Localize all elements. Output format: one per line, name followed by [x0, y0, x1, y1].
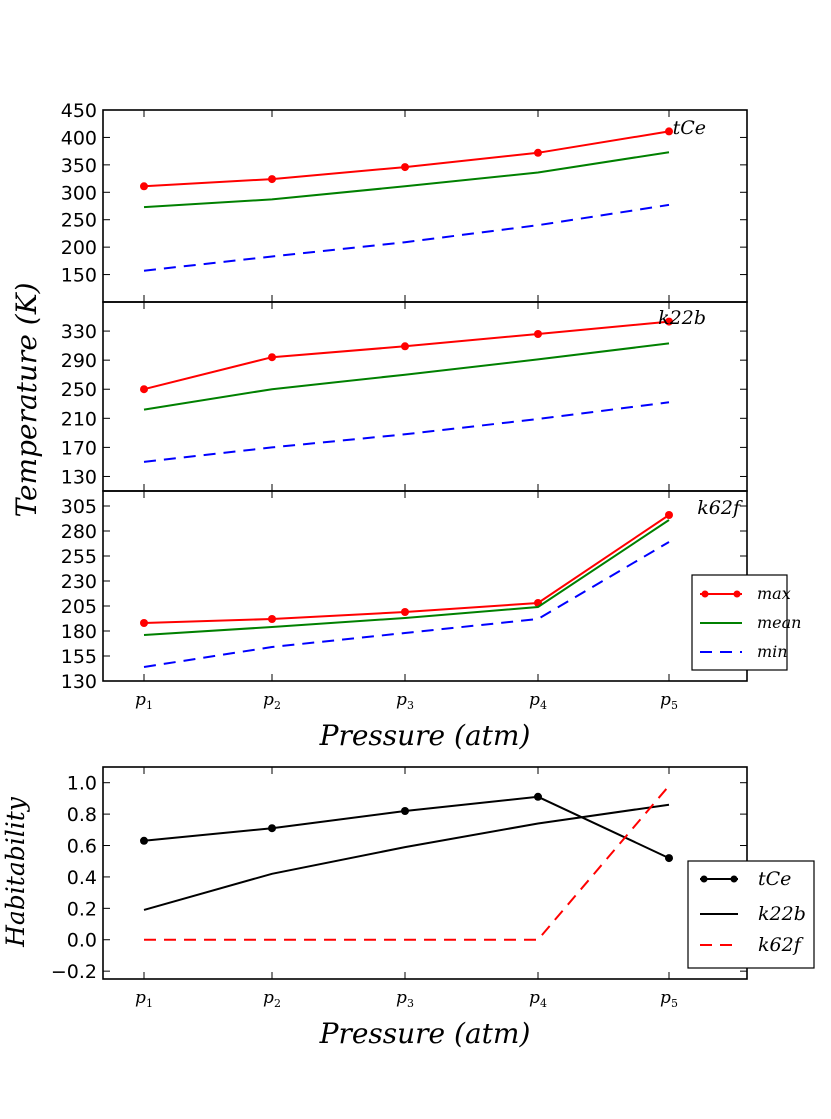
legend-min-label: min: [757, 642, 788, 661]
panel-tag-k62f: k62f: [697, 497, 743, 519]
data-point-max: [268, 353, 276, 362]
y-tick-label: 0.0: [67, 930, 97, 952]
panel-habitability: −0.2 0.0 0.2 0.4 0.6 0.8 1.0 p1 p2 p3 p4 p5: [51, 766, 748, 1010]
data-point-max: [140, 619, 148, 627]
series-line-min: [143, 541, 670, 668]
data-point-tCe: [534, 792, 542, 801]
data-point-max: [268, 175, 276, 184]
x-tick-label: p2: [263, 988, 281, 1010]
legend-mean-label: mean: [757, 613, 801, 632]
panel-tag-tce: tCe: [673, 117, 706, 139]
y-tick-label: 230: [61, 571, 97, 593]
series-line-max: [143, 130, 670, 188]
y-tick-label: 290: [61, 350, 97, 372]
data-point-tCe: [665, 854, 673, 863]
data-point-max: [401, 163, 409, 172]
series-line-tCe: [143, 795, 670, 860]
x-tick-label: p5: [660, 988, 678, 1010]
habitability-legend: tCe k22b k62f: [687, 860, 815, 969]
y-tick-label: 1.0: [67, 773, 97, 795]
y-tick-label: 350: [61, 155, 97, 177]
x-tick-label: p3: [396, 988, 414, 1010]
panel-tCe: 150 200 250 300 350 400 450: [61, 100, 748, 303]
data-point-max: [665, 317, 673, 326]
series-line-k62f: [144, 785, 670, 941]
y-tick-label: 0.4: [67, 867, 97, 889]
y-tick-label: 280: [61, 521, 97, 543]
y-tick-label: 330: [61, 321, 97, 343]
y-tick-label: 250: [61, 210, 97, 232]
legend-tce-label: tCe: [758, 868, 791, 890]
y-tick-label: 170: [61, 437, 97, 459]
chart-panels: 1502002503003504004501301702102502903301…: [51, 100, 748, 1010]
series-line-k22b: [143, 803, 670, 911]
habitability-axis-label: Habitability: [1, 796, 30, 948]
data-point-max: [534, 330, 542, 338]
panel-k62f: 130 155 180 205 230 255 280 305 p1 p2 p3 p4 p5: [61, 490, 748, 712]
x-tick-label: p1: [135, 690, 153, 712]
x-tick-label: p5: [660, 690, 678, 712]
series-line-mean: [143, 151, 670, 209]
temperature-axis-label: Temperature (K): [10, 282, 43, 517]
y-tick-label: 300: [61, 182, 97, 204]
series-line-min: [143, 203, 670, 272]
y-tick-label: 0.2: [67, 898, 97, 920]
axes-frame: [102, 109, 748, 303]
series-line-max: [143, 320, 670, 391]
series-line-min: [143, 401, 670, 463]
panel-k22b: 130 170 210 250 290 330: [61, 301, 748, 492]
data-point-max: [140, 385, 148, 394]
y-tick-label: 210: [61, 408, 97, 430]
y-tick-label: −0.2: [51, 961, 97, 983]
data-point-max: [401, 342, 409, 351]
data-point-max: [268, 615, 276, 623]
y-tick-label: 255: [61, 546, 97, 568]
pressure-axis-label-top: Pressure (atm): [319, 719, 531, 752]
legend-max-marker: [701, 590, 709, 598]
axes-frame: [102, 766, 748, 980]
y-tick-label: 0.6: [67, 836, 97, 858]
x-tick-label: p3: [396, 690, 414, 712]
y-tick-label: 450: [61, 100, 97, 122]
data-point-max: [401, 608, 409, 616]
y-tick-label: 130: [61, 466, 97, 488]
data-point-max: [140, 182, 148, 191]
data-point-tCe: [268, 824, 276, 833]
y-tick-label: 305: [61, 496, 97, 518]
series-line-mean: [143, 342, 670, 411]
x-tick-label: p1: [135, 988, 153, 1010]
panel-tag-k22b: k22b: [658, 307, 706, 329]
axes-frame: [102, 301, 748, 492]
data-point-max: [534, 148, 542, 157]
y-tick-label: 0.8: [67, 804, 97, 826]
y-tick-label: 155: [61, 646, 97, 668]
axes-frame: [102, 490, 748, 682]
y-tick-label: 180: [61, 621, 97, 643]
y-tick-label: 205: [61, 596, 97, 618]
data-point-max: [665, 127, 673, 136]
data-point-tCe: [140, 836, 148, 845]
series-line-mean: [143, 519, 670, 636]
legend-k62f-label: k62f: [758, 934, 804, 956]
legend-tce-marker: [730, 875, 738, 883]
legend-max-label: max: [757, 584, 791, 603]
x-tick-label: p4: [529, 988, 547, 1010]
y-tick-label: 150: [61, 265, 97, 287]
data-point-tCe: [401, 807, 409, 815]
y-tick-label: 400: [61, 127, 97, 149]
legend-k22b-label: k22b: [758, 903, 806, 925]
pressure-axis-label-bottom: Pressure (atm): [319, 1017, 531, 1050]
series-line-max: [143, 514, 670, 624]
legend-tce-marker: [700, 875, 708, 883]
x-tick-label: p4: [529, 690, 547, 712]
legend-max-marker: [733, 590, 741, 598]
y-tick-label: 130: [61, 671, 97, 693]
data-point-max: [665, 511, 673, 519]
temperature-legend: max mean min: [691, 574, 801, 671]
x-tick-label: p2: [263, 690, 281, 712]
y-tick-label: 200: [61, 237, 97, 259]
y-tick-label: 250: [61, 379, 97, 401]
